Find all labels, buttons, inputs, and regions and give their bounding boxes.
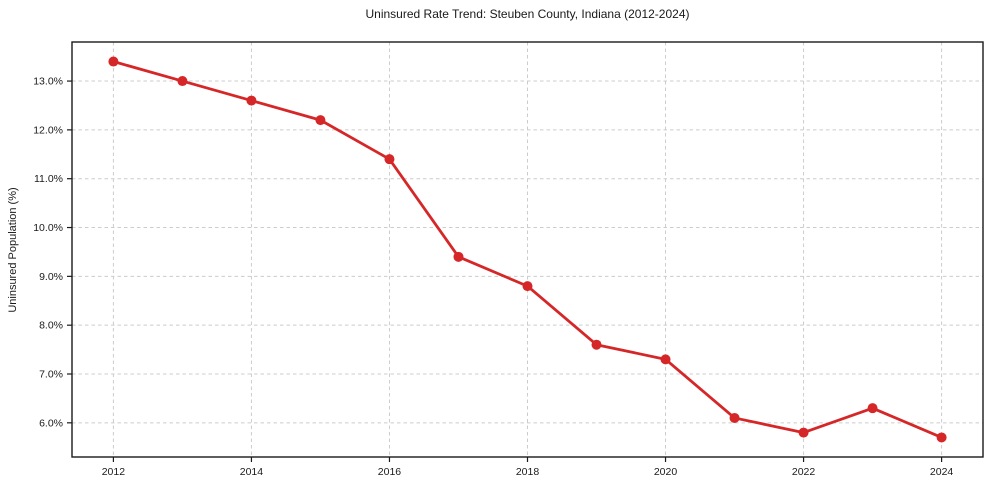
y-tick-label: 9.0% — [39, 271, 63, 283]
data-point — [177, 76, 188, 87]
x-tick-label: 2012 — [102, 466, 126, 478]
x-tick-label: 2020 — [654, 466, 678, 478]
data-point — [936, 432, 947, 443]
data-point — [798, 427, 809, 438]
data-point — [108, 56, 119, 67]
x-tick-label: 2014 — [240, 466, 264, 478]
data-point — [315, 115, 326, 126]
y-tick-label: 8.0% — [39, 320, 63, 332]
chart-title: Uninsured Rate Trend: Steuben County, In… — [365, 7, 690, 21]
data-point — [384, 154, 395, 165]
y-tick-label: 6.0% — [39, 417, 63, 429]
data-point — [867, 403, 878, 414]
data-point — [453, 251, 464, 262]
x-tick-label: 2024 — [930, 466, 954, 478]
x-tick-label: 2016 — [378, 466, 402, 478]
x-tick-label: 2018 — [516, 466, 540, 478]
y-tick-label: 12.0% — [33, 124, 63, 136]
y-tick-label: 7.0% — [39, 369, 63, 381]
y-tick-label: 11.0% — [34, 173, 63, 185]
data-point — [246, 95, 257, 106]
data-point — [729, 412, 740, 423]
data-point — [660, 354, 671, 365]
x-tick-label: 2022 — [792, 466, 816, 478]
data-point — [591, 339, 602, 350]
data-point — [522, 281, 533, 292]
y-tick-label: 10.0% — [33, 222, 63, 234]
y-tick-label: 13.0% — [33, 76, 63, 88]
